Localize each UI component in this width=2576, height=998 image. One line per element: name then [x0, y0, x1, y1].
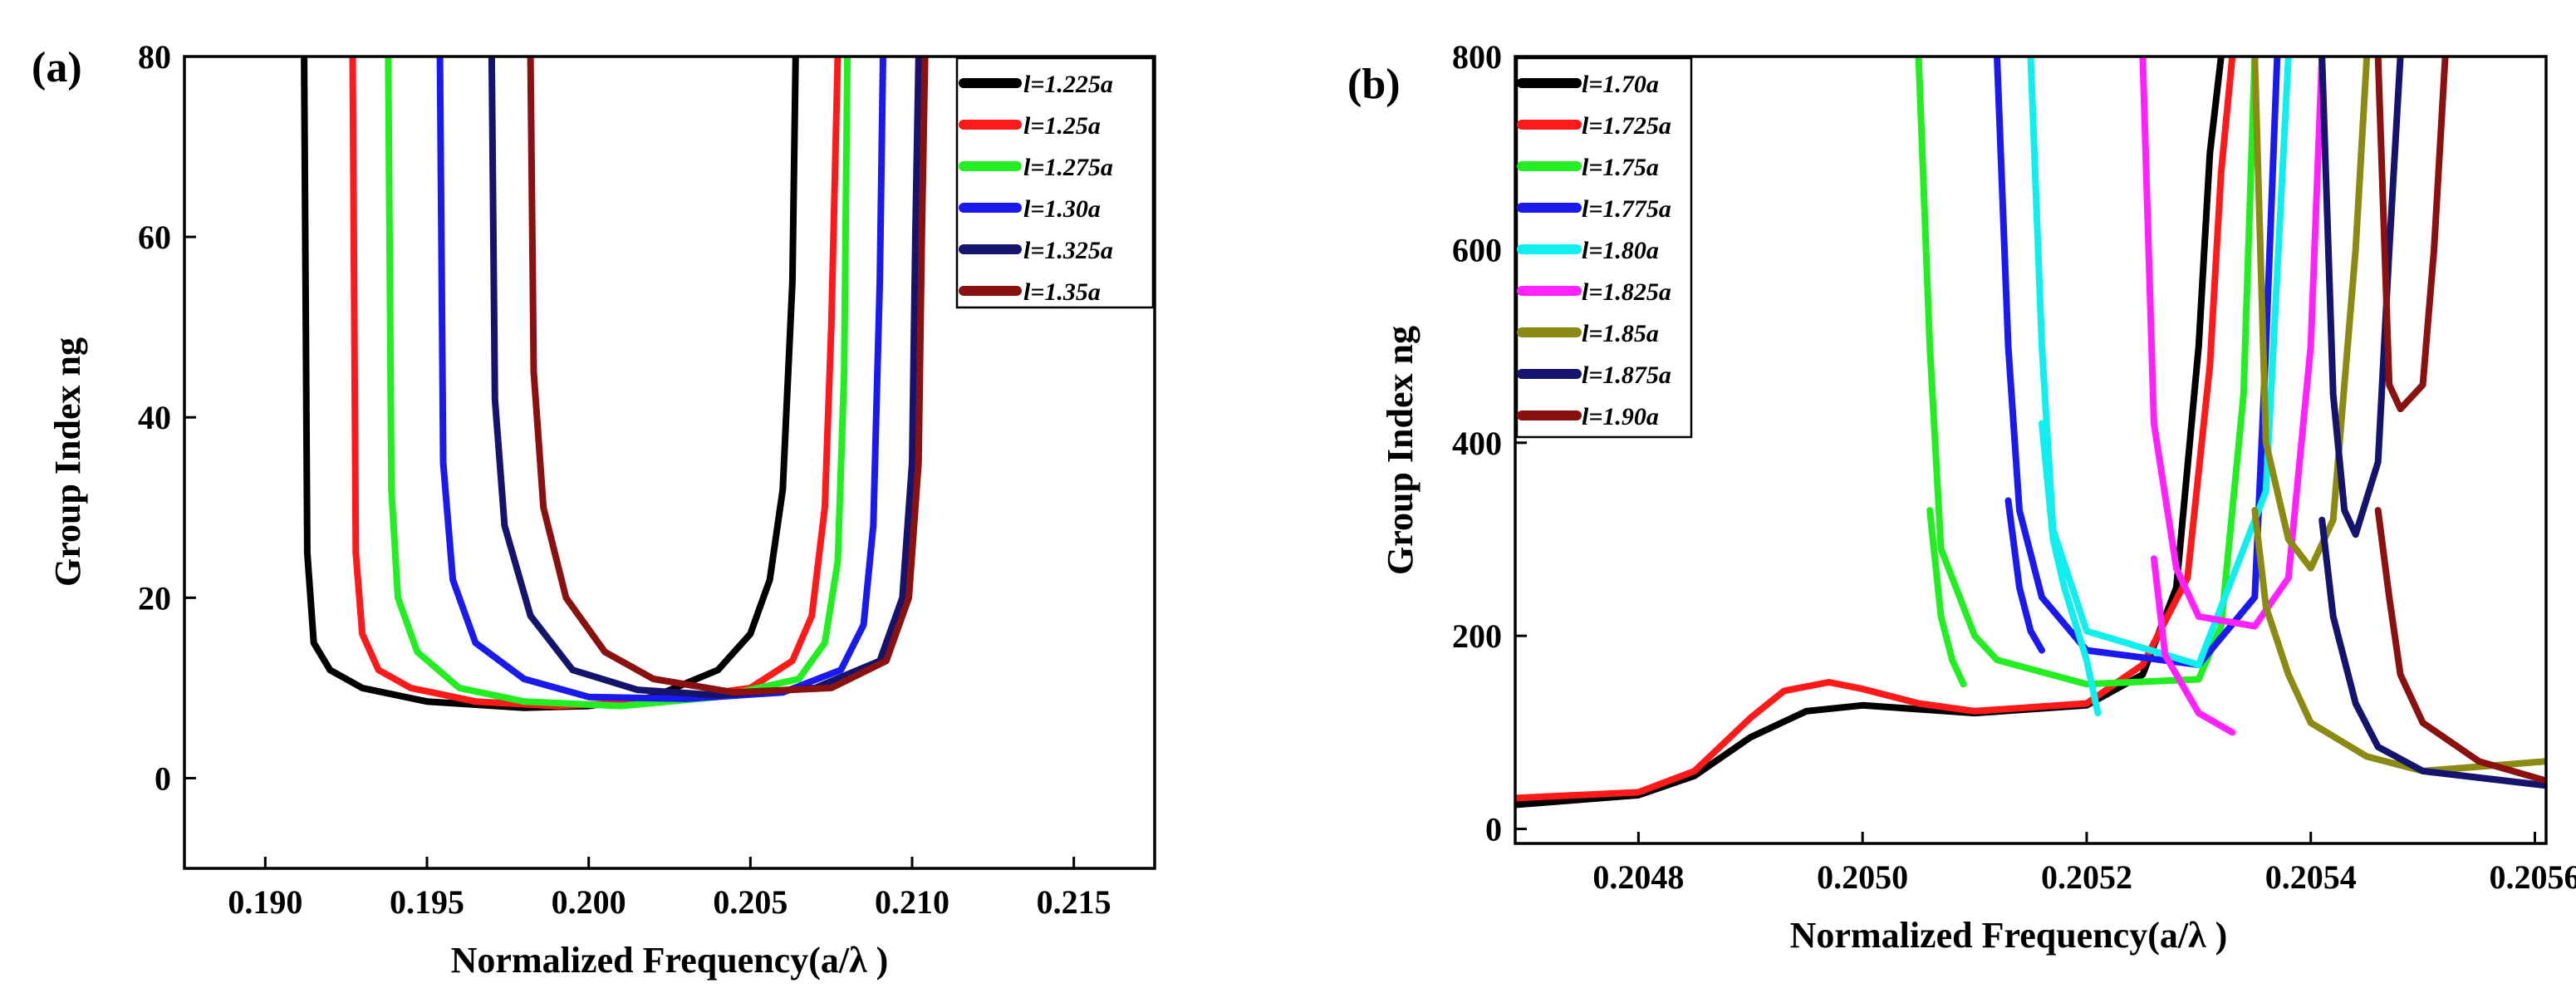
panel-b-series-line-7: [2039, 420, 2102, 717]
panel-b-x-tick-label: 0.2056: [2490, 858, 2576, 896]
panel-b-legend-label: l=1.825a: [1582, 278, 1671, 306]
panel-b-legend-label: l=1.775a: [1582, 195, 1671, 223]
panel-a-x-tick-label: 0.190: [228, 883, 302, 921]
panel-a-label: (a): [32, 44, 82, 91]
panel-a-x-tick-label: 0.215: [1037, 883, 1111, 921]
panel-b-series-line-15: [2374, 507, 2546, 784]
panel-b-y-tick-label: 600: [1452, 231, 1502, 268]
panel-b-y-tick-label: 800: [1452, 38, 1502, 76]
panel-b-ticks: 0.2048 0.2050 0.2052 0.2054 0.2056 0 200 400 600…: [1452, 38, 2576, 896]
panel-b-y-tick-label: 200: [1452, 617, 1502, 655]
panel-b-series-line-14: [2374, 57, 2449, 413]
panel-b-series-line-10: [2251, 57, 2371, 572]
panel-a-y-tick-label: 40: [138, 399, 171, 436]
panel-a-y-tick-label: 80: [138, 38, 171, 76]
panel-b-legend-label: l=1.90a: [1582, 403, 1659, 430]
panel-a-y-tick-label: 60: [138, 219, 171, 256]
panel-a-axes-frame: [183, 55, 1156, 870]
panel-a-y-axis-title: Group Index ng: [47, 337, 88, 587]
panel-a: (a) 0.190 0.195 0.200 0.205 0.210 0.215 0 20 40 6…: [32, 38, 1156, 981]
panel-b-series-line-6: [2027, 57, 2292, 668]
panel-a-x-tick-label: 0.200: [552, 883, 626, 921]
panel-a-legend-label: l=1.325a: [1023, 237, 1113, 264]
panel-b-x-tick-label: 0.2054: [2265, 858, 2357, 896]
panel-b-series-line-1: [1515, 57, 2236, 802]
panel-a-legend: l=1.225a l=1.25a l=1.275a l=1.30a l=1.325a l=…: [955, 57, 1155, 309]
panel-b-y-axis-title: Group Index ng: [1380, 326, 1420, 575]
panel-b-x-tick-label: 0.2050: [1817, 858, 1908, 896]
panel-a-series-line-3: [436, 57, 886, 702]
panel-a-legend-label: l=1.25a: [1023, 112, 1101, 140]
panel-a-series-line-5: [527, 57, 929, 696]
panel-b-legend-label: l=1.875a: [1582, 361, 1671, 389]
panel-a-x-tick-label: 0.195: [390, 883, 464, 921]
panel-a-series-line-2: [385, 57, 851, 710]
panel-b-series-line-12: [2318, 57, 2404, 538]
panel-a-legend-box: [955, 57, 1155, 309]
panel-a-ticks: 0.190 0.195 0.200 0.205 0.210 0.215 0 20 40 60 80: [138, 38, 1111, 921]
panel-b-y-tick-label: 0: [1485, 811, 1502, 848]
panel-a-x-axis-title: Normalized Frequency(a/λ ): [451, 940, 889, 981]
panel-b-legend-label: l=1.70a: [1582, 71, 1659, 98]
panel-a-legend-label: l=1.225a: [1023, 71, 1113, 98]
panel-b-plot-area: [1515, 57, 2546, 809]
panel-a-legend-label: l=1.275a: [1023, 154, 1113, 181]
panel-a-legend-label: l=1.30a: [1023, 195, 1101, 223]
panel-b: (b) 0.2048 0.2050 0.2052 0.2054 0.2056 0 200 40…: [1347, 38, 2576, 956]
panel-b-x-tick-label: 0.2052: [2041, 858, 2132, 896]
panel-b-series-line-8: [2139, 57, 2326, 630]
panel-b-legend-label: l=1.80a: [1582, 237, 1659, 264]
panel-b-axes-frame: [1514, 55, 2548, 845]
panel-a-x-tick-label: 0.210: [875, 883, 949, 921]
panel-b-legend-label: l=1.75a: [1582, 154, 1659, 181]
panel-b-series-line-13: [2318, 516, 2546, 789]
panel-a-series-line-4: [488, 57, 922, 699]
panel-b-legend: l=1.70a l=1.725a l=1.75a l=1.775a l=1.80a l=1…: [1515, 57, 1693, 439]
panel-b-y-tick-label: 400: [1452, 425, 1502, 462]
panel-b-label: (b): [1347, 61, 1401, 108]
panel-b-x-tick-label: 0.2048: [1592, 858, 1684, 896]
panel-b-series-line-2: [1915, 57, 2259, 688]
panel-a-x-tick-label: 0.205: [713, 883, 788, 921]
panel-a-y-tick-label: 20: [138, 579, 171, 617]
panel-b-series-line-5: [2004, 497, 2045, 654]
panel-b-series-line-3: [1926, 507, 1967, 688]
panel-b-legend-label: l=1.725a: [1582, 112, 1671, 140]
panel-a-legend-label: l=1.35a: [1023, 278, 1101, 306]
panel-a-y-tick-label: 0: [155, 760, 171, 797]
panel-b-series-line-9: [2150, 555, 2236, 736]
panel-b-x-axis-title: Normalized Frequency(a/λ ): [1790, 915, 2228, 956]
panel-a-plot-area: [301, 57, 929, 711]
panel-b-legend-label: l=1.85a: [1582, 320, 1659, 347]
